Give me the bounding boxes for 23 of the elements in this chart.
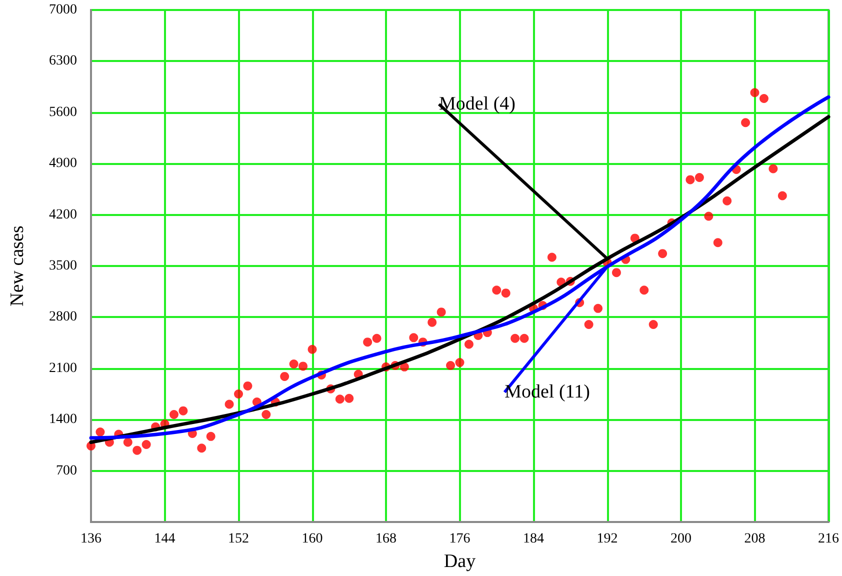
x-tick-label: 192 [596, 532, 618, 546]
y-tick-label: 6300 [49, 54, 77, 69]
y-tick-label: 5600 [49, 104, 77, 120]
x-tick-label: 144 [154, 532, 176, 546]
y-tick-label: 4200 [49, 207, 77, 222]
x-tick-label: 184 [523, 532, 544, 546]
x-tick-label: 168 [376, 532, 396, 546]
x-tick-label: 160 [302, 532, 323, 546]
y-tick-label: 2100 [49, 360, 77, 376]
y-axis-title: New cases [7, 226, 28, 306]
y-tick-label: 700 [56, 463, 77, 478]
y-tick-label: 3500 [49, 258, 77, 274]
x-tick-label: 216 [818, 532, 839, 546]
y-tick-label: 1400 [49, 412, 77, 428]
x-tick-label: 136 [80, 532, 102, 546]
y-tick-label: 4900 [49, 156, 77, 172]
x-tick-label: 208 [744, 532, 766, 546]
x-tick-label: 200 [670, 532, 692, 546]
x-tick-label: 176 [449, 532, 470, 546]
x-axis-title: Day [444, 551, 476, 572]
x-tick-label: 152 [228, 532, 249, 546]
y-tick-label: 2800 [49, 310, 77, 325]
y-tick-label: 7000 [49, 2, 77, 18]
